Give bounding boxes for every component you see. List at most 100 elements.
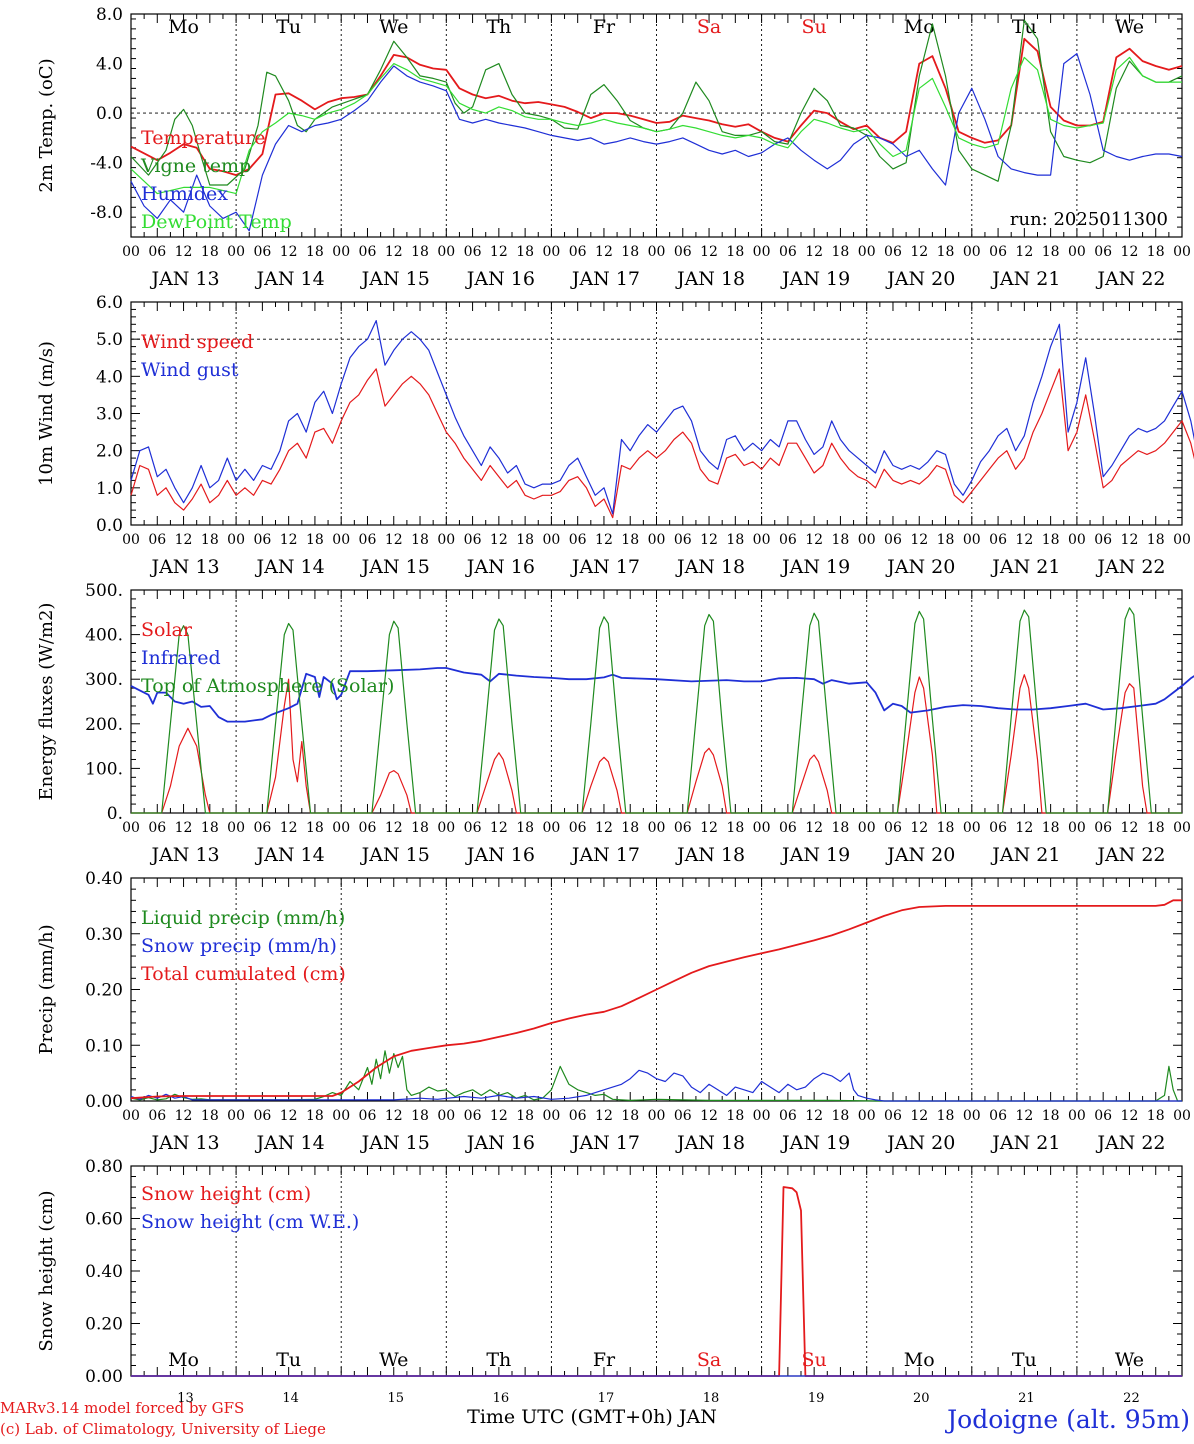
y-axis-label: 2m Temp. (oC) xyxy=(36,58,57,192)
hour-tick-label: 12 xyxy=(700,820,718,836)
hour-tick-label: 00 xyxy=(542,244,560,260)
legend-entry: Temperature xyxy=(141,127,265,149)
hour-tick-label: 06 xyxy=(884,244,902,260)
hour-tick-label: 18 xyxy=(201,1108,219,1124)
hour-tick-label: 18 xyxy=(1147,244,1165,260)
day-number-label: 13 xyxy=(177,1391,194,1406)
location-label: Jodoigne (alt. 95m) xyxy=(944,1405,1190,1434)
hour-tick-label: 00 xyxy=(648,820,666,836)
hour-tick-label: 06 xyxy=(569,244,587,260)
hour-tick-label: 06 xyxy=(253,244,271,260)
date-label: JAN 17 xyxy=(570,1132,640,1154)
hour-tick-label: 00 xyxy=(858,244,876,260)
day-letter: We xyxy=(1115,16,1144,38)
date-label: JAN 13 xyxy=(149,844,219,866)
hour-tick-label: 12 xyxy=(805,244,823,260)
hour-tick-label: 06 xyxy=(989,244,1007,260)
y-tick-label: 1.0 xyxy=(96,479,123,499)
y-tick-label: 0.0 xyxy=(96,104,123,124)
hour-tick-label: 00 xyxy=(437,820,455,836)
legend-entry: Snow height (cm W.E.) xyxy=(141,1211,359,1233)
date-label: JAN 19 xyxy=(780,844,850,866)
hour-tick-label: 06 xyxy=(253,532,271,548)
day-letter: Sa xyxy=(697,1349,721,1371)
hour-tick-label: 06 xyxy=(148,1108,166,1124)
day-letter: Th xyxy=(486,1349,511,1371)
hour-tick-label: 00 xyxy=(122,820,140,836)
series-line-total-cumulated-cm- xyxy=(130,899,1182,1100)
hour-tick-label: 00 xyxy=(963,244,981,260)
day-letter: We xyxy=(379,1349,408,1371)
y-axis-label: 10m Wind (m/s) xyxy=(36,341,57,486)
day-letter: Mo xyxy=(168,1349,199,1371)
hour-tick-label: 18 xyxy=(1147,820,1165,836)
y-tick-label: 100. xyxy=(85,759,123,779)
y-tick-label: 0.60 xyxy=(85,1210,123,1230)
date-label: JAN 13 xyxy=(149,1132,219,1154)
hour-tick-label: 00 xyxy=(1173,532,1191,548)
hour-tick-label: 12 xyxy=(385,820,403,836)
hour-tick-label: 18 xyxy=(411,820,429,836)
hour-tick-label: 06 xyxy=(1094,244,1112,260)
hour-tick-label: 00 xyxy=(1068,532,1086,548)
hour-tick-label: 18 xyxy=(937,1108,955,1124)
hour-tick-label: 06 xyxy=(464,532,482,548)
date-label: JAN 22 xyxy=(1095,844,1165,866)
date-label: JAN 18 xyxy=(675,1132,745,1154)
hour-tick-label: 12 xyxy=(1015,244,1033,260)
hour-tick-label: 18 xyxy=(516,1108,534,1124)
y-tick-label: -8.0 xyxy=(90,203,123,223)
panel-5: 0.80 0.60 0.40 0.20 0.00 Snow height (cm) Mo Tu… xyxy=(36,1157,1183,1387)
hour-tick-label: 00 xyxy=(227,532,245,548)
hour-tick-label: 06 xyxy=(253,1108,271,1124)
hour-tick-label: 18 xyxy=(1147,532,1165,548)
date-label: JAN 19 xyxy=(780,556,850,578)
day-number-label: 21 xyxy=(1018,1391,1035,1406)
hour-tick-label: 06 xyxy=(674,1108,692,1124)
hour-tick-label: 00 xyxy=(227,1108,245,1124)
hour-tick-label: 12 xyxy=(385,532,403,548)
hour-tick-label: 18 xyxy=(621,1108,639,1124)
series-line-top-of-atmosphere-solar- xyxy=(131,607,1182,814)
date-label: JAN 20 xyxy=(885,1132,955,1154)
hour-tick-label: 00 xyxy=(963,532,981,548)
hour-tick-label: 18 xyxy=(411,1108,429,1124)
hour-tick-label: 12 xyxy=(910,532,928,548)
hour-tick-label: 18 xyxy=(832,1108,850,1124)
hour-tick-label: 00 xyxy=(858,532,876,548)
hour-tick-label: 00 xyxy=(227,244,245,260)
date-label: JAN 22 xyxy=(1095,556,1165,578)
hour-tick-label: 06 xyxy=(253,820,271,836)
day-letter: We xyxy=(1115,1349,1144,1371)
hour-tick-label: 00 xyxy=(1068,1108,1086,1124)
date-label: JAN 13 xyxy=(149,268,219,290)
hour-tick-label: 06 xyxy=(884,820,902,836)
hour-tick-label: 06 xyxy=(989,532,1007,548)
date-label: JAN 21 xyxy=(990,1132,1060,1154)
hour-tick-label: 00 xyxy=(963,820,981,836)
hour-tick-label: 06 xyxy=(359,244,377,260)
date-label: JAN 22 xyxy=(1095,1132,1165,1154)
day-letter: Mo xyxy=(168,16,199,38)
hour-tick-label: 06 xyxy=(779,532,797,548)
hour-tick-label: 12 xyxy=(910,820,928,836)
day-number-label: 19 xyxy=(808,1391,825,1406)
date-label: JAN 17 xyxy=(570,556,640,578)
legend-entry: Wind gust xyxy=(141,359,239,381)
hour-tick-label: 00 xyxy=(227,820,245,836)
hour-tick-label: 06 xyxy=(674,820,692,836)
date-label: JAN 18 xyxy=(675,268,745,290)
hour-tick-label: 06 xyxy=(148,532,166,548)
hour-tick-label: 00 xyxy=(963,1108,981,1124)
day-letter: Tu xyxy=(1012,16,1037,38)
hour-tick-label: 06 xyxy=(464,244,482,260)
date-label: JAN 20 xyxy=(885,844,955,866)
hour-tick-label: 18 xyxy=(937,532,955,548)
hour-tick-label: 06 xyxy=(989,1108,1007,1124)
hour-tick-label: 12 xyxy=(490,820,508,836)
hour-tick-label: 06 xyxy=(464,820,482,836)
y-tick-label: 0.40 xyxy=(85,1262,123,1282)
y-axis-label: Energy fluxes (W/m2) xyxy=(36,603,57,801)
hour-tick-label: 12 xyxy=(910,1108,928,1124)
date-label: JAN 21 xyxy=(990,556,1060,578)
